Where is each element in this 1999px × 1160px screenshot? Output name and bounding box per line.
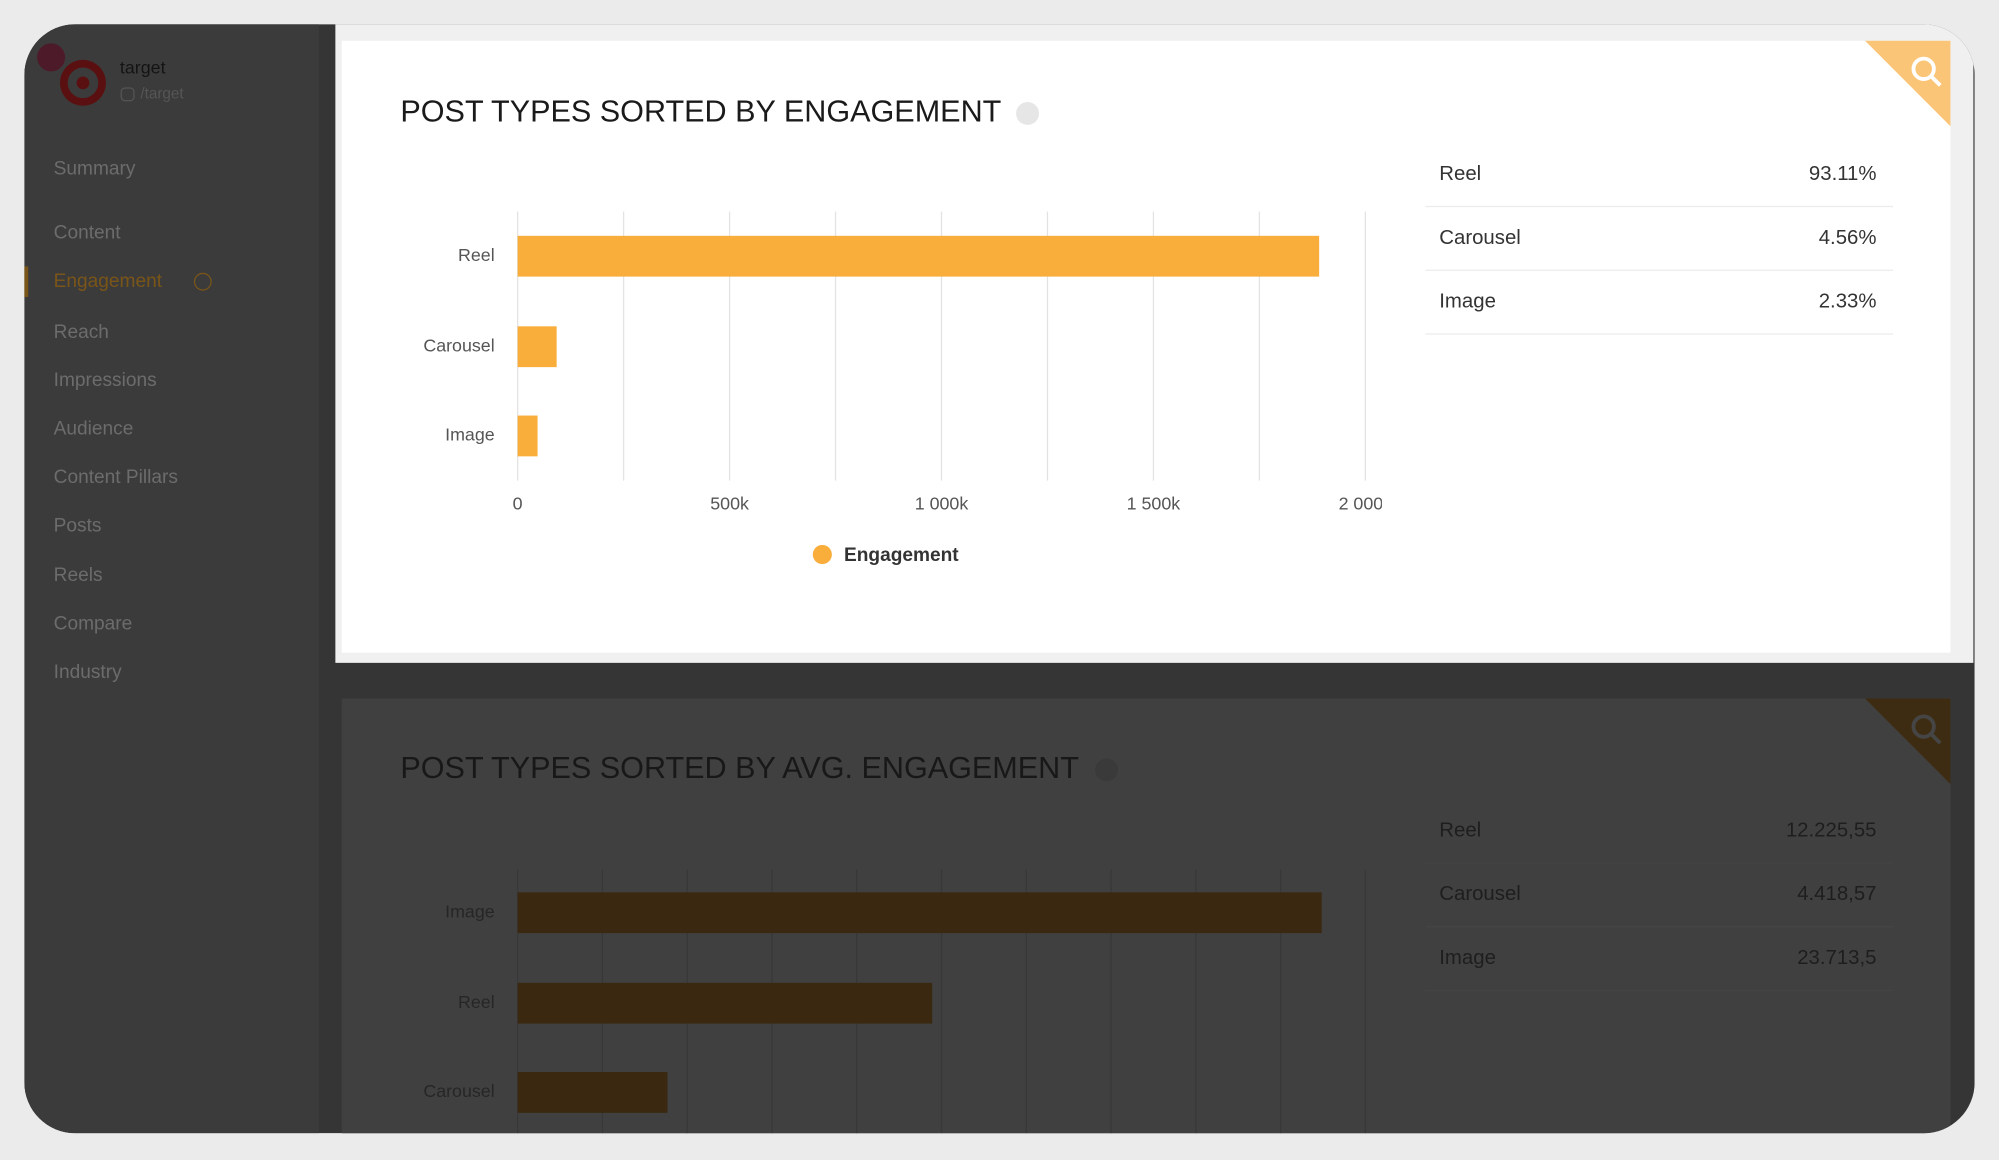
sidebar	[24, 24, 319, 1134]
avatar-dot	[76, 76, 90, 90]
app: target /target Summary Content Engagement R…	[24, 24, 1975, 1134]
nav-item[interactable]: Compare	[54, 614, 133, 635]
zoom-icon-handle	[1929, 732, 1942, 745]
x-tick-label: 500k	[710, 494, 749, 514]
x-tick-label: 0	[513, 494, 523, 514]
table-label: Carousel	[1439, 883, 1521, 905]
table: Reel 93.11% Carousel 4.56% Image 2.33%	[1425, 163, 1894, 335]
nav-item[interactable]: Content	[54, 222, 122, 243]
bar[interactable]	[517, 235, 1320, 277]
y-tick-label: Reel	[458, 245, 495, 265]
table-value: 23.713,5	[1797, 947, 1876, 969]
nav-item[interactable]: Engagement	[54, 271, 163, 292]
legend-label[interactable]: Engagement	[844, 545, 959, 566]
table-value: 4.418,57	[1797, 883, 1876, 905]
table: Reel 12.225,55 Carousel 4.418,57 Image 23.713…	[1425, 820, 1894, 992]
panel-title: POST TYPES SORTED BY ENGAGEMENT	[400, 95, 1001, 129]
nav-item[interactable]: Reels	[54, 565, 103, 586]
nav-active-marker	[24, 266, 29, 298]
y-tick-label: Image	[445, 425, 495, 445]
nav-item[interactable]: Content Pillars	[54, 467, 178, 488]
y-tick-label: Carousel	[423, 1081, 494, 1101]
profile-handle: /target	[140, 85, 184, 102]
x-tick-label: 2 000k	[1339, 494, 1393, 514]
zoom-icon	[1911, 56, 1936, 81]
bar[interactable]	[517, 1072, 668, 1113]
chart: 0 500k 1 000k 1 500k 2 000k Reel Carousel Image…	[423, 211, 1393, 566]
table-label: Image	[1439, 947, 1496, 969]
table-label: Reel	[1439, 163, 1481, 185]
legend-swatch	[812, 544, 832, 565]
help-icon	[193, 272, 212, 291]
info-icon[interactable]	[1095, 758, 1119, 782]
table-value: 93.11%	[1809, 163, 1877, 185]
bar[interactable]	[517, 326, 557, 368]
nav-item[interactable]: Industry	[54, 662, 122, 683]
info-icon[interactable]	[1016, 101, 1040, 125]
nav: Summary Content Engagement Reach Impressions…	[24, 159, 212, 683]
chart: Image Reel Carousel	[423, 869, 1366, 1134]
y-tick-label: Image	[445, 901, 495, 921]
zoom-icon	[1911, 714, 1936, 739]
nav-item[interactable]: Posts	[54, 516, 102, 537]
x-tick-label: 1 000k	[915, 494, 969, 514]
profile-name: target	[120, 58, 166, 78]
table-label: Carousel	[1439, 227, 1521, 249]
nav-item[interactable]: Reach	[54, 322, 109, 343]
card	[341, 40, 1951, 653]
table-label: Reel	[1439, 820, 1481, 842]
table-label: Image	[1439, 291, 1496, 313]
instagram-badge	[37, 43, 66, 72]
nav-item[interactable]: Impressions	[54, 370, 157, 391]
x-tick-label: 1 500k	[1127, 494, 1181, 514]
y-tick-label: Carousel	[423, 335, 494, 355]
nav-item[interactable]: Audience	[54, 419, 134, 440]
bar[interactable]	[517, 982, 933, 1024]
table-value: 4.56%	[1819, 227, 1877, 249]
nav-item[interactable]: Summary	[54, 159, 136, 180]
bar[interactable]	[517, 892, 1322, 934]
zoom-icon-handle	[1929, 75, 1942, 87]
table-value: 2.33%	[1819, 291, 1877, 313]
table-value: 12.225,55	[1786, 820, 1877, 842]
panel-title: POST TYPES SORTED BY AVG. ENGAGEMENT	[400, 751, 1079, 785]
y-tick-label: Reel	[458, 992, 495, 1012]
bar[interactable]	[517, 415, 538, 457]
handle-icon	[120, 87, 135, 102]
